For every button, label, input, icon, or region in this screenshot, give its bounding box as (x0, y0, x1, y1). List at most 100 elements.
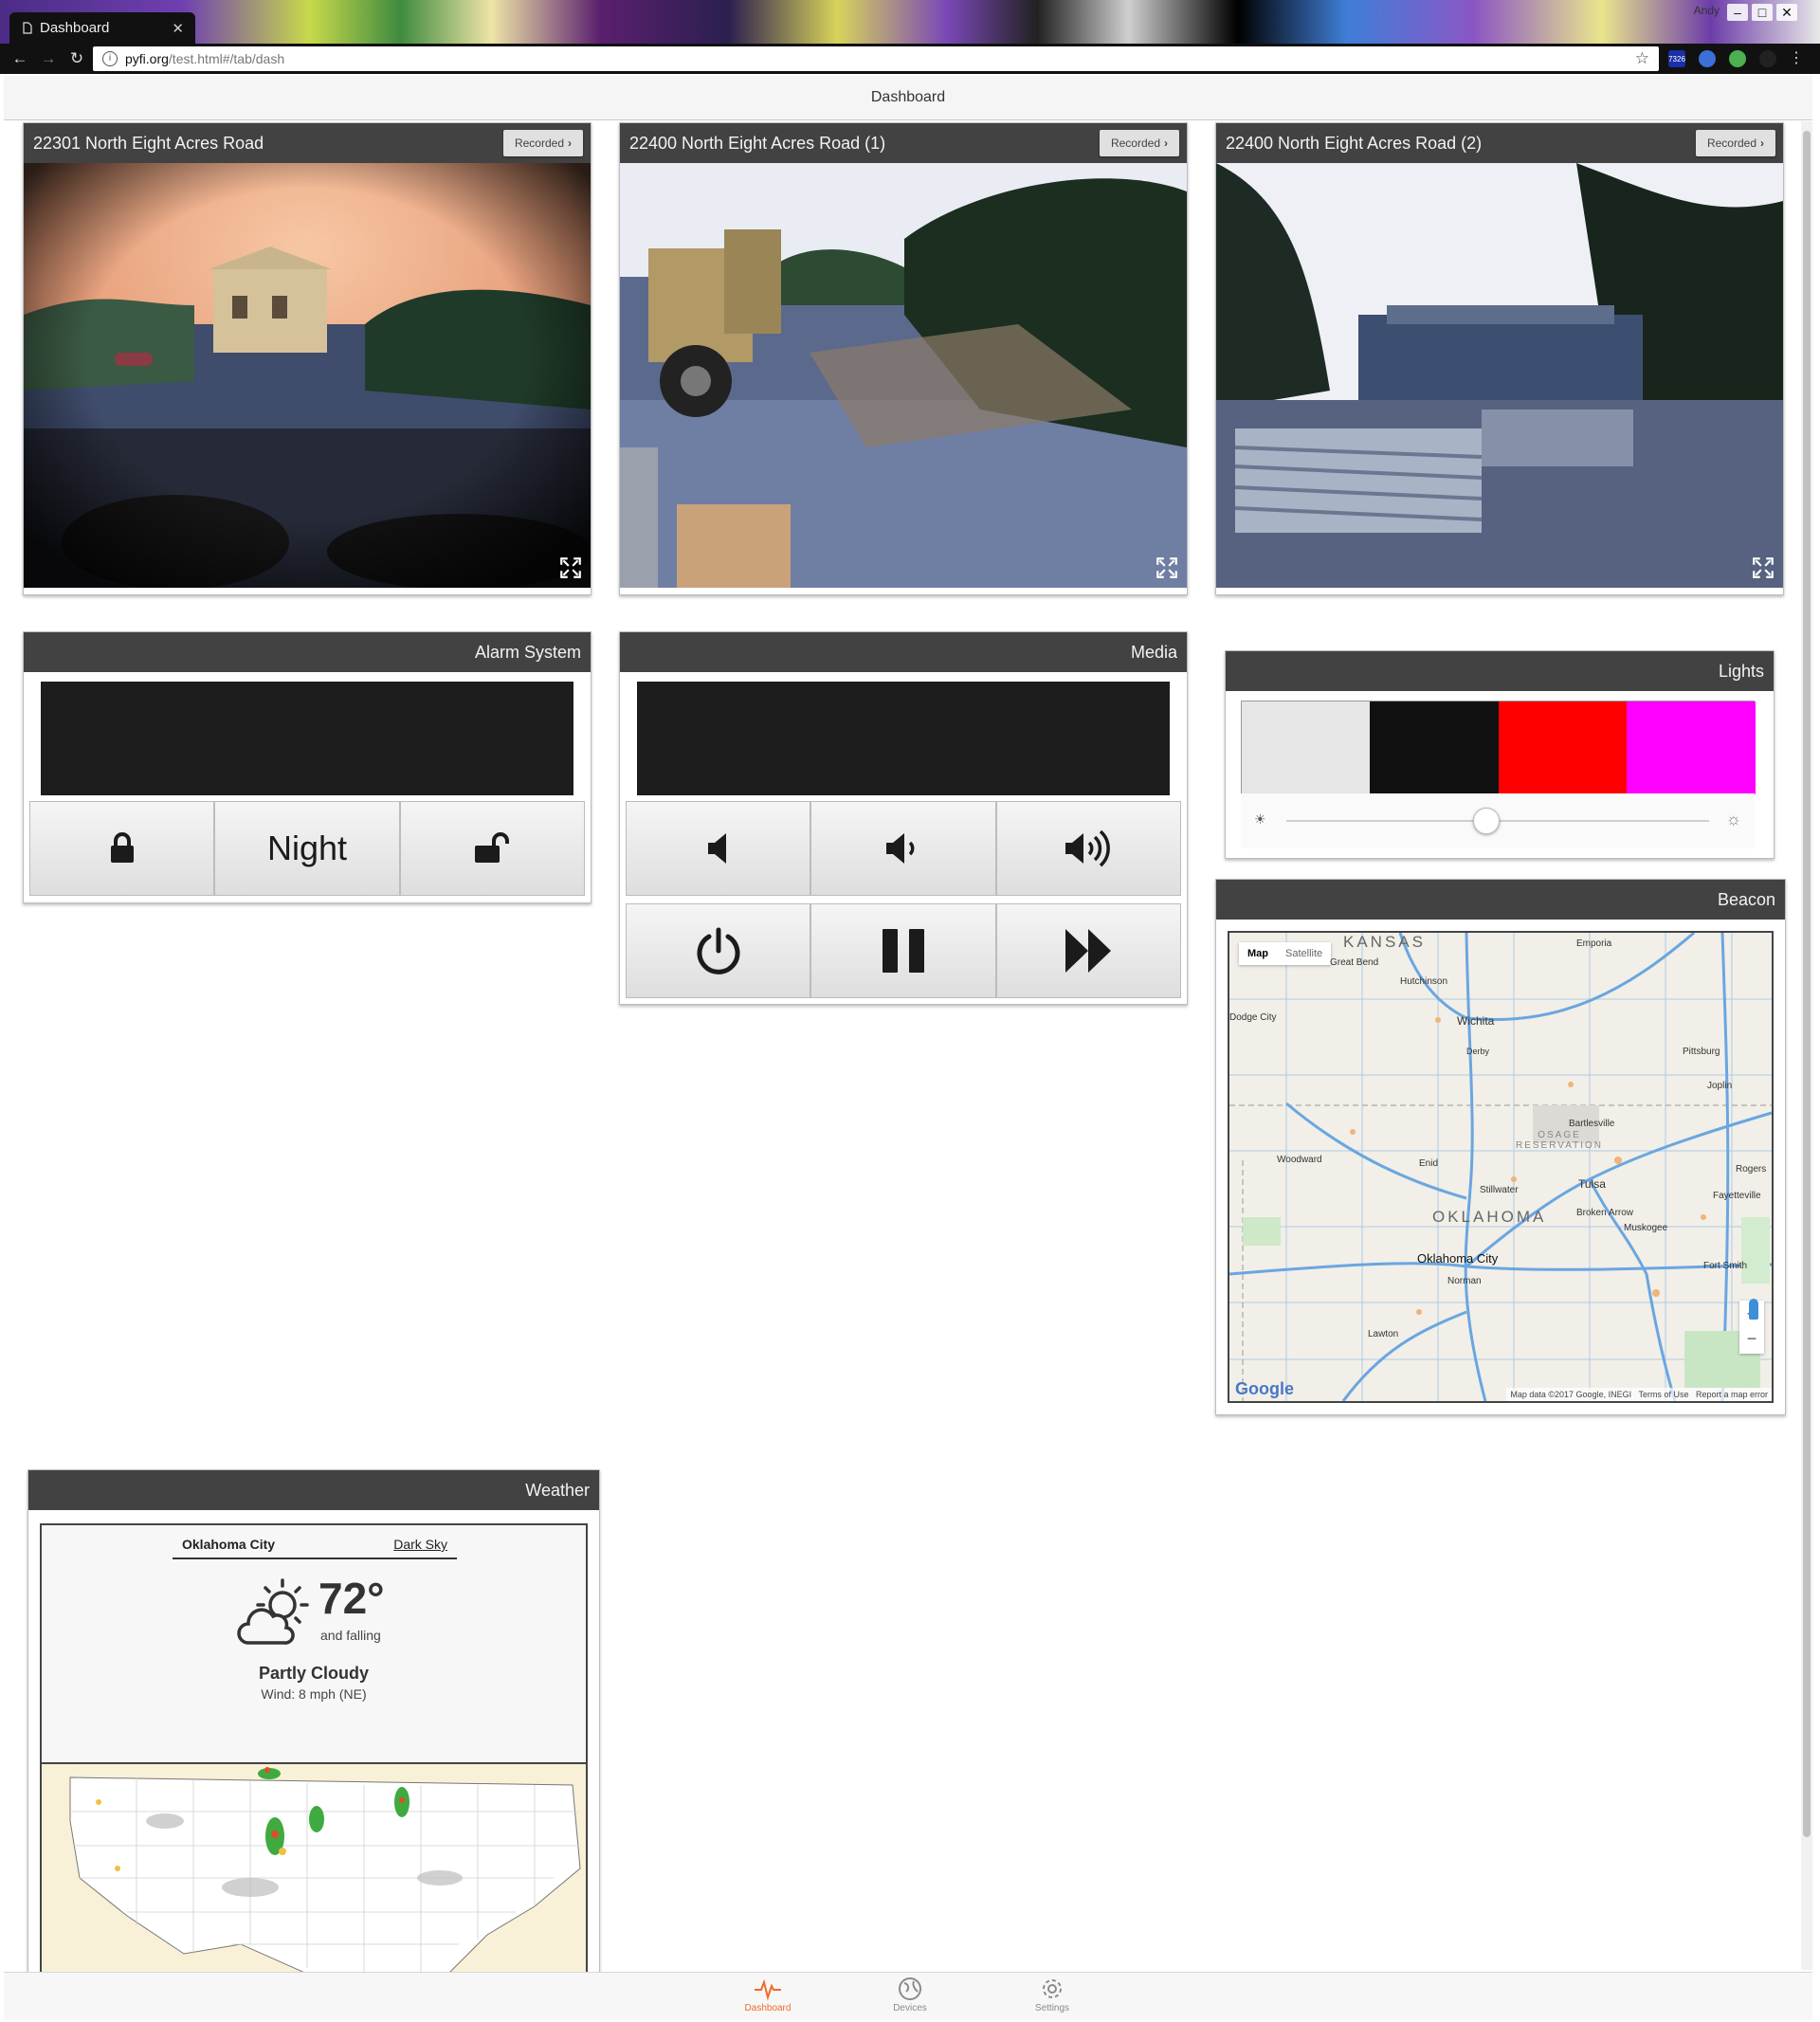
camera-feed[interactable] (1216, 163, 1783, 588)
pegman-icon[interactable] (1749, 1299, 1758, 1320)
map-city: Pittsburg (1683, 1047, 1720, 1057)
volume-up-button[interactable] (995, 801, 1181, 896)
recorded-button[interactable]: Recorded › (1099, 130, 1179, 156)
slider-thumb[interactable] (1472, 808, 1500, 834)
alarm-header: Alarm System (24, 632, 591, 672)
maximize-icon[interactable]: □ (1752, 4, 1773, 21)
url-host: pyfi.org (125, 51, 169, 66)
fullscreen-icon[interactable] (1751, 556, 1775, 580)
volume-high-icon (1065, 829, 1111, 867)
alarm-title: Alarm System (474, 643, 581, 662)
recorded-button[interactable]: Recorded › (502, 130, 583, 156)
satellite-tab[interactable]: Satellite (1285, 948, 1323, 959)
scrollbar[interactable] (1801, 121, 1812, 1970)
moon-extension-icon[interactable] (1759, 50, 1776, 67)
camera-panel-2: 22400 North Eight Acres Road (1) Recorde… (619, 122, 1188, 595)
leaf-extension-icon[interactable] (1729, 50, 1746, 67)
swatch-black[interactable] (1370, 701, 1499, 794)
fullscreen-icon[interactable] (558, 556, 583, 580)
mail-extension-icon[interactable]: 7326 (1668, 50, 1685, 67)
nav-label: Devices (893, 2003, 927, 2013)
camera-feed[interactable] (24, 163, 591, 588)
alarm-buttons: Night (29, 801, 585, 896)
map-city: Stillwater (1480, 1185, 1519, 1195)
map-city: Rogers (1736, 1164, 1767, 1175)
nav-devices[interactable]: Devices (863, 1976, 957, 2013)
brightness-slider[interactable]: ☀ ☼ (1241, 793, 1755, 848)
map-city: Oklahoma City (1417, 1251, 1499, 1266)
close-window-icon[interactable]: ✕ (1776, 4, 1797, 21)
map-city: Muskogee (1624, 1223, 1668, 1233)
address-bar[interactable]: i pyfi.org /test.html#/tab/dash ☆ (93, 46, 1659, 71)
map-city: Broken Arrow (1576, 1208, 1634, 1218)
shield-extension-icon[interactable] (1699, 50, 1716, 67)
app-header: Dashboard (4, 76, 1812, 120)
bookmark-star-icon[interactable]: ☆ (1634, 49, 1649, 67)
site-info-icon[interactable]: i (102, 51, 118, 66)
power-button[interactable] (626, 903, 811, 998)
report-link[interactable]: Report a map error (1695, 1390, 1768, 1399)
camera-feed[interactable] (620, 163, 1187, 588)
terms-link[interactable]: Terms of Use (1638, 1390, 1689, 1399)
nav-settings[interactable]: Settings (1005, 1976, 1100, 2013)
dark-sky-link[interactable]: Dark Sky (393, 1537, 447, 1552)
map-tab[interactable]: Map (1247, 948, 1268, 959)
fast-forward-button[interactable] (995, 903, 1181, 998)
weather-header: Weather (28, 1470, 599, 1510)
map-city: Wichita (1457, 1014, 1495, 1028)
weather-widget: Oklahoma City Dark Sky 72° and falling P… (40, 1523, 588, 1978)
close-icon[interactable]: ✕ (172, 20, 184, 37)
forward-icon[interactable]: → (40, 49, 57, 67)
swatch-white[interactable] (1242, 701, 1370, 794)
temperature-trend: and falling (320, 1628, 381, 1643)
recorded-button[interactable]: Recorded › (1695, 130, 1775, 156)
swatch-magenta[interactable] (1627, 701, 1756, 794)
menu-dots-icon[interactable]: ⋮ (1789, 50, 1804, 66)
camera-header: 22400 North Eight Acres Road (1) Recorde… (620, 123, 1187, 163)
scrollbar-thumb[interactable] (1803, 131, 1811, 1837)
radar-map[interactable] (42, 1762, 586, 1978)
browser-toolbar: ← → ↻ i pyfi.org /test.html#/tab/dash ☆ (0, 44, 1820, 74)
brightness-high-icon: ☼ (1725, 810, 1742, 829)
lock-icon (110, 832, 134, 863)
arm-button[interactable] (29, 801, 215, 896)
map-city: Lawton (1368, 1329, 1399, 1339)
volume-down-button[interactable] (810, 801, 996, 896)
nav-dashboard[interactable]: Dashboard (720, 1976, 815, 2013)
volume-low-icon (885, 833, 915, 864)
beacon-title: Beacon (1717, 890, 1775, 909)
beacon-panel: Beacon (1215, 879, 1786, 1415)
camera-title: 22301 North Eight Acres Road (33, 134, 264, 153)
chevron-right-icon: › (1164, 137, 1168, 150)
map-city: Hutchinson (1400, 976, 1448, 987)
color-swatches (1241, 701, 1756, 794)
map-city: Enid (1419, 1158, 1439, 1169)
map-type-control: Map Satellite (1239, 942, 1332, 965)
brightness-low-icon: ☀ (1254, 811, 1266, 827)
camera-panel-1: 22301 North Eight Acres Road Recorded › (23, 122, 592, 595)
chevron-right-icon: › (1760, 137, 1764, 150)
map-region-label: OSAGE RESERVATION (1516, 1130, 1604, 1151)
camera-header: 22301 North Eight Acres Road Recorded › (24, 123, 591, 163)
media-title: Media (1130, 643, 1177, 662)
map-city: Woodward (1277, 1155, 1322, 1165)
minimize-icon[interactable]: – (1727, 4, 1748, 21)
reload-icon[interactable]: ↻ (69, 49, 84, 67)
pause-button[interactable] (810, 903, 996, 998)
page-title: Dashboard (870, 89, 946, 105)
fullscreen-icon[interactable] (1155, 556, 1179, 580)
camera-header: 22400 North Eight Acres Road (2) Recorde… (1216, 123, 1783, 163)
map-view[interactable]: Map Satellite KANSAS OKLAHOMA OSAGE RESE… (1228, 931, 1774, 1403)
back-icon[interactable]: ← (11, 49, 28, 67)
disarm-button[interactable] (399, 801, 585, 896)
zoom-out-button[interactable]: − (1746, 1329, 1757, 1348)
alarm-panel: Alarm System Night (23, 631, 592, 903)
profile-name[interactable]: Andy (1693, 4, 1720, 17)
mute-button[interactable] (626, 801, 811, 896)
alarm-display (41, 682, 573, 795)
browser-tab[interactable]: Dashboard ✕ (9, 12, 195, 44)
night-mode-button[interactable]: Night (214, 801, 400, 896)
location-tab[interactable]: Oklahoma City (182, 1537, 276, 1552)
swatch-red[interactable] (1499, 701, 1627, 794)
speaker-icon (707, 833, 726, 864)
